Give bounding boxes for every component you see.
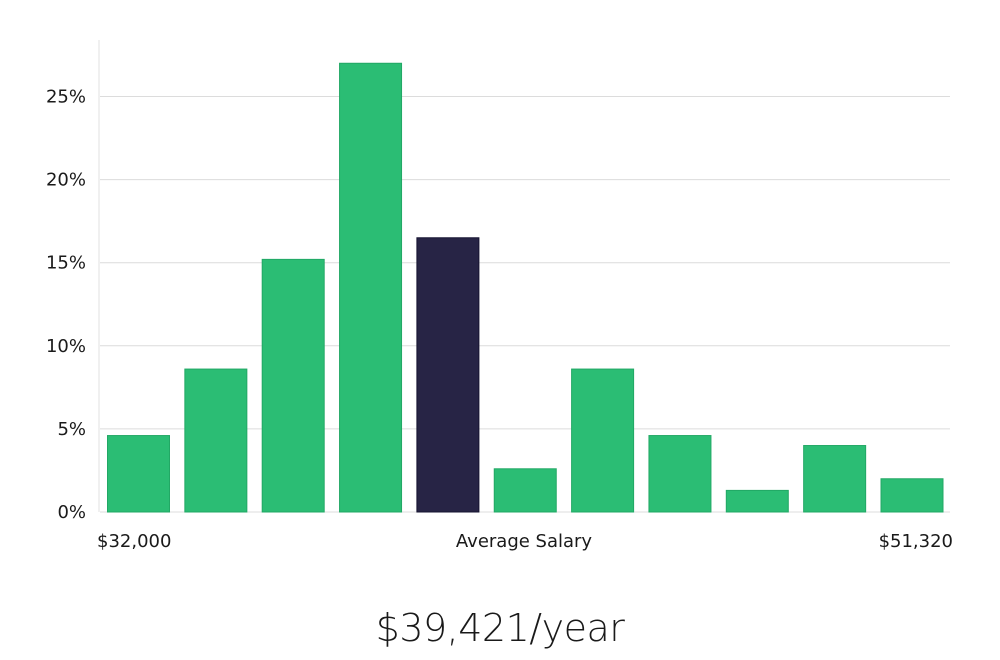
bar-average-salary xyxy=(416,237,480,513)
bar xyxy=(184,368,248,513)
average-salary-value: $39,421/year xyxy=(375,606,625,650)
y-tick-label: 15% xyxy=(46,253,86,274)
y-tick-label: 0% xyxy=(57,502,86,523)
bar xyxy=(725,489,789,513)
bar xyxy=(803,445,867,513)
x-axis-max-label: $51,320 xyxy=(879,531,953,552)
bar xyxy=(493,468,557,513)
x-axis-center-label: Average Salary xyxy=(456,531,593,552)
y-tick-label: 25% xyxy=(46,87,86,108)
y-axis-ticks: 0% 5% 10% 15% 20% 25% xyxy=(46,87,86,524)
y-tick-label: 10% xyxy=(46,336,86,357)
y-tick-label: 5% xyxy=(57,419,86,440)
y-tick-label: 20% xyxy=(46,170,86,191)
bar xyxy=(107,435,170,513)
bar xyxy=(571,368,635,513)
salary-histogram-chart: 0%5%10%15%20%25% $32,000 Average Salary … xyxy=(46,40,953,552)
bar xyxy=(648,435,712,513)
bar xyxy=(261,258,325,513)
x-axis-min-label: $32,000 xyxy=(97,531,171,552)
bars xyxy=(107,62,944,513)
bar xyxy=(339,62,403,513)
bar xyxy=(880,478,944,513)
